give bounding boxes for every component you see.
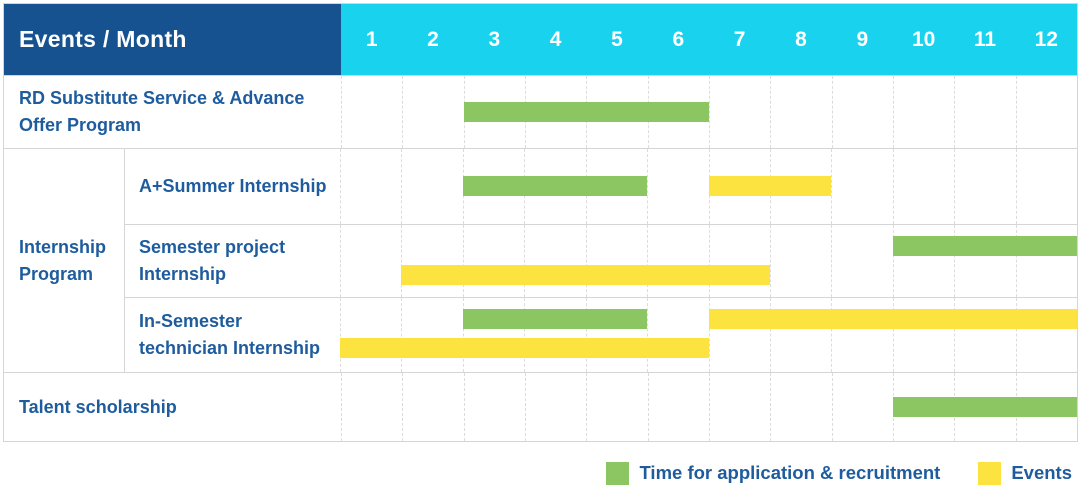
month-header-cell: 2 bbox=[427, 27, 439, 51]
month-column bbox=[401, 298, 462, 372]
row-rd-substitute-service: RD Substitute Service & Advance Offer Pr… bbox=[4, 75, 1077, 148]
month-column bbox=[831, 149, 892, 224]
month-header-cell: 9 bbox=[856, 27, 869, 51]
month-column bbox=[462, 298, 524, 372]
bar-event bbox=[401, 264, 770, 285]
group-label: Internship Program bbox=[4, 149, 125, 372]
month-header-cell: 4 bbox=[549, 27, 562, 51]
row-label: Talent scholarship bbox=[19, 396, 177, 417]
month-column bbox=[954, 149, 1015, 224]
month-column bbox=[708, 76, 770, 148]
bar-application bbox=[462, 309, 648, 330]
row-label: RD Substitute Service & Advance Offer Pr… bbox=[19, 88, 305, 135]
month-column bbox=[340, 149, 401, 224]
bar-event bbox=[708, 309, 1077, 330]
legend-events-swatch bbox=[978, 461, 1002, 485]
month-column bbox=[770, 76, 831, 148]
month-column bbox=[1015, 298, 1077, 372]
month-header-cell: 12 bbox=[1034, 27, 1058, 51]
month-column bbox=[954, 224, 1015, 298]
month-column bbox=[708, 224, 770, 298]
month-column bbox=[1015, 76, 1077, 148]
month-column bbox=[954, 76, 1015, 148]
month-column bbox=[524, 224, 585, 298]
month-column bbox=[647, 298, 708, 372]
row-label: Semester project Internship bbox=[139, 236, 286, 284]
month-column bbox=[341, 373, 402, 441]
month-header-cell: 5 bbox=[611, 27, 623, 51]
month-header-cell: 8 bbox=[795, 27, 807, 51]
month-column bbox=[892, 224, 954, 298]
gantt-grid bbox=[340, 298, 1077, 372]
row-group-internship-program: Internship Program A+Summer Internship S… bbox=[4, 148, 1077, 372]
bar-application bbox=[893, 397, 1077, 417]
month-column bbox=[954, 298, 1015, 372]
bar-application bbox=[463, 102, 709, 122]
gantt-grid bbox=[340, 224, 1077, 298]
month-column bbox=[708, 373, 770, 441]
month-column bbox=[892, 298, 954, 372]
row-a-plus-summer-internship: A+Summer Internship bbox=[125, 149, 1077, 224]
table-header-row: Events / Month 1 2 3 4 5 6 7 8 9 10 11 12 bbox=[4, 4, 1077, 75]
schedule-table: Events / Month 1 2 3 4 5 6 7 8 9 10 11 12 RD Substi… bbox=[3, 3, 1078, 442]
month-header-cell: 7 bbox=[733, 27, 746, 51]
month-column bbox=[770, 373, 831, 441]
legend-application-label: Time for application & recruitment bbox=[639, 462, 941, 483]
month-column bbox=[1015, 149, 1077, 224]
bar-application bbox=[892, 235, 1077, 256]
month-header-cell: 11 bbox=[973, 27, 997, 51]
month-header-cell: 3 bbox=[488, 27, 501, 51]
month-column bbox=[647, 224, 708, 298]
month-column bbox=[340, 224, 401, 298]
month-column bbox=[402, 76, 463, 148]
month-column bbox=[892, 149, 954, 224]
row-talent-scholarship: Talent scholarship bbox=[4, 372, 1077, 441]
month-column bbox=[585, 298, 647, 372]
month-column bbox=[402, 373, 463, 441]
month-column bbox=[340, 298, 401, 372]
month-column bbox=[647, 149, 708, 224]
bar-event bbox=[340, 338, 709, 359]
row-in-semester-technician-internship: In-Semester technician Internship bbox=[125, 297, 1077, 372]
month-column bbox=[524, 373, 586, 441]
gantt-grid bbox=[341, 373, 1077, 441]
legend-events-label: Events bbox=[1011, 462, 1072, 483]
month-header-cell: 10 bbox=[911, 27, 936, 51]
month-column bbox=[341, 76, 402, 148]
month-header-cell: 6 bbox=[672, 27, 685, 51]
gantt-grid bbox=[340, 149, 1077, 224]
row-semester-project-internship: Semester project Internship bbox=[125, 223, 1077, 298]
month-column bbox=[769, 298, 831, 372]
table-title: Events / Month bbox=[4, 4, 341, 75]
month-column bbox=[585, 224, 647, 298]
month-column bbox=[586, 373, 647, 441]
month-column bbox=[463, 373, 525, 441]
month-column bbox=[831, 224, 892, 298]
month-column bbox=[401, 149, 462, 224]
gantt-grid bbox=[341, 76, 1077, 148]
row-label: In-Semester technician Internship bbox=[139, 311, 321, 359]
legend-application-swatch bbox=[606, 461, 630, 485]
month-column bbox=[462, 224, 524, 298]
month-column bbox=[401, 224, 462, 298]
month-column bbox=[524, 298, 585, 372]
bar-event bbox=[708, 176, 832, 197]
month-column bbox=[831, 298, 892, 372]
month-column bbox=[892, 76, 954, 148]
month-column bbox=[831, 373, 893, 441]
legend: Time for application & recruitment Event… bbox=[606, 458, 1072, 488]
internship-subrows: A+Summer Internship Semester project Int… bbox=[125, 149, 1077, 372]
month-header-cell: 1 bbox=[365, 27, 378, 51]
month-column bbox=[769, 224, 831, 298]
month-column bbox=[708, 298, 770, 372]
bar-application bbox=[462, 176, 648, 197]
month-column bbox=[647, 373, 709, 441]
month-column bbox=[1015, 224, 1077, 298]
month-column bbox=[831, 76, 893, 148]
month-header: 1 2 3 4 5 6 7 8 9 10 11 12 bbox=[341, 4, 1077, 75]
row-label: A+Summer Internship bbox=[139, 175, 327, 196]
